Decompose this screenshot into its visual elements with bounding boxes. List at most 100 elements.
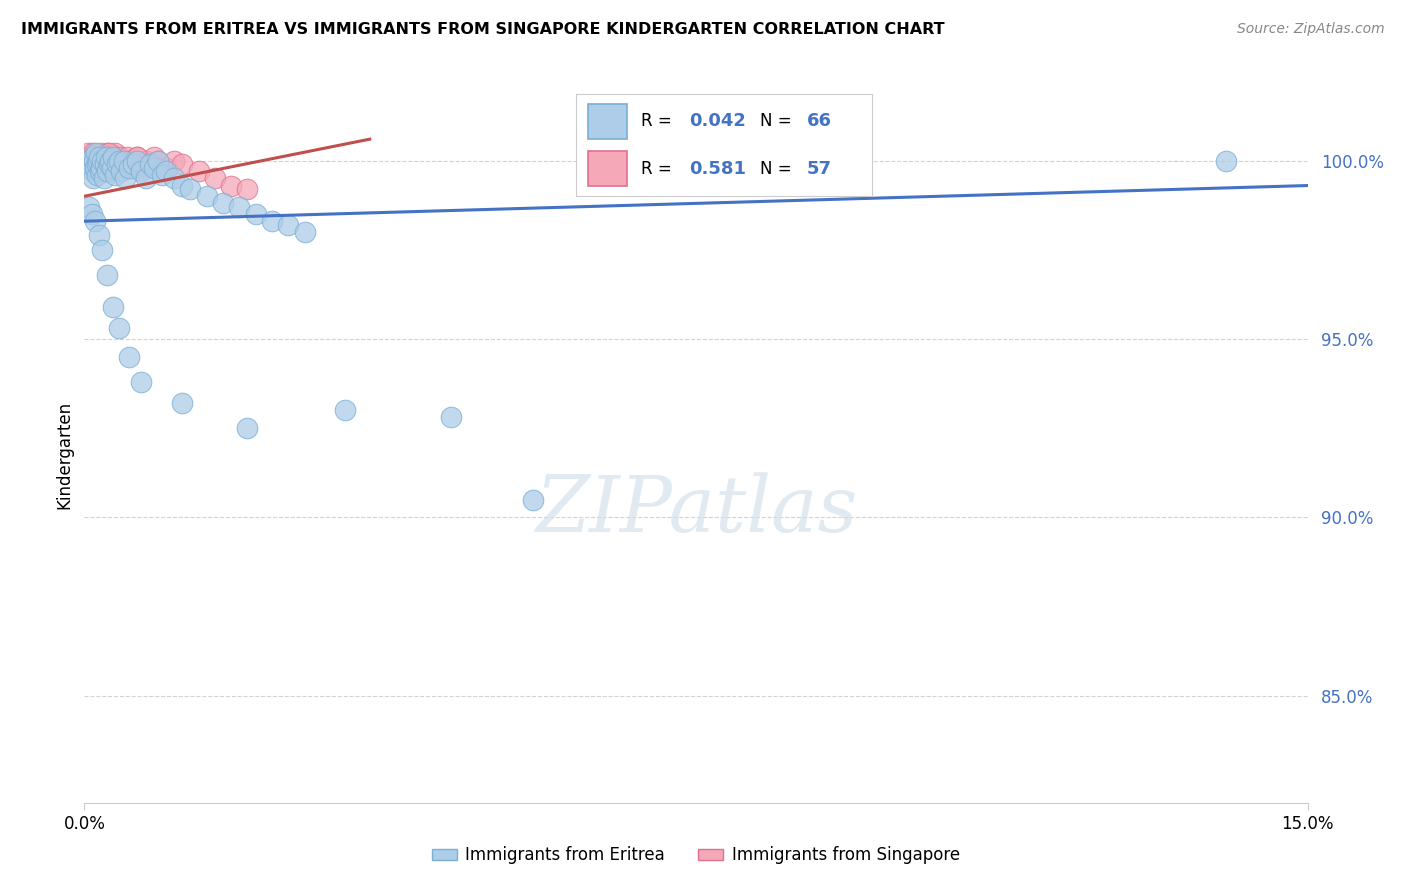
Point xyxy=(79,157,101,171)
Point xyxy=(107,161,129,175)
Point xyxy=(294,225,316,239)
Point xyxy=(163,171,186,186)
Point xyxy=(86,153,108,168)
Point xyxy=(195,189,218,203)
Point xyxy=(172,396,194,410)
Point xyxy=(97,146,120,161)
Point xyxy=(93,157,115,171)
Point xyxy=(82,171,104,186)
Point xyxy=(114,153,136,168)
Text: 0.042: 0.042 xyxy=(689,112,745,130)
Point xyxy=(236,421,259,435)
Point xyxy=(135,153,157,168)
Point xyxy=(187,164,209,178)
Point xyxy=(127,150,149,164)
Text: 57: 57 xyxy=(807,160,832,178)
Point xyxy=(91,150,114,164)
Point xyxy=(101,300,124,314)
Point xyxy=(104,168,127,182)
Point xyxy=(155,161,177,175)
Point xyxy=(1215,153,1237,168)
Point xyxy=(115,150,138,164)
Point xyxy=(131,164,153,178)
Point xyxy=(77,200,100,214)
Point xyxy=(87,153,110,168)
Point xyxy=(135,171,157,186)
Point xyxy=(127,150,149,164)
Point xyxy=(105,153,128,168)
FancyBboxPatch shape xyxy=(588,151,627,186)
Point xyxy=(172,178,194,193)
Y-axis label: Kindergarten: Kindergarten xyxy=(55,401,73,509)
Point xyxy=(277,218,299,232)
Point xyxy=(97,157,120,171)
Point xyxy=(142,161,165,175)
Point xyxy=(82,146,104,161)
Point xyxy=(82,150,104,164)
Point xyxy=(87,228,110,243)
Point xyxy=(77,161,100,175)
Point xyxy=(79,150,101,164)
Point xyxy=(90,146,112,161)
Point xyxy=(86,157,108,171)
Point xyxy=(118,161,141,175)
Point xyxy=(131,161,153,175)
Point xyxy=(93,153,115,168)
Point xyxy=(260,214,283,228)
Point xyxy=(104,146,127,161)
Point xyxy=(87,150,110,164)
Point xyxy=(131,375,153,389)
Point xyxy=(84,150,107,164)
Point xyxy=(96,146,118,161)
Point xyxy=(91,153,114,168)
Point xyxy=(84,214,107,228)
Text: ZIPatlas: ZIPatlas xyxy=(534,473,858,549)
Point xyxy=(91,157,114,171)
Point xyxy=(82,161,104,175)
Point xyxy=(93,171,115,186)
Point xyxy=(96,150,118,164)
Point xyxy=(100,153,122,168)
Point xyxy=(228,200,250,214)
Point xyxy=(138,157,160,171)
Point xyxy=(87,153,110,168)
Point xyxy=(101,150,124,164)
Point xyxy=(110,150,132,164)
Point xyxy=(84,164,107,178)
Text: IMMIGRANTS FROM ERITREA VS IMMIGRANTS FROM SINGAPORE KINDERGARTEN CORRELATION CH: IMMIGRANTS FROM ERITREA VS IMMIGRANTS FR… xyxy=(21,22,945,37)
Point xyxy=(86,157,108,171)
Point xyxy=(83,153,105,168)
Point xyxy=(90,153,112,168)
Point xyxy=(80,207,103,221)
Point xyxy=(114,171,136,186)
Point xyxy=(155,164,177,178)
Point xyxy=(96,268,118,282)
Point xyxy=(80,153,103,168)
Point xyxy=(83,153,105,168)
Point xyxy=(100,157,122,171)
Point xyxy=(101,153,124,168)
Point xyxy=(142,150,165,164)
Point xyxy=(118,350,141,364)
Text: 66: 66 xyxy=(807,112,832,130)
Text: R =: R = xyxy=(641,160,678,178)
Legend: Immigrants from Eritrea, Immigrants from Singapore: Immigrants from Eritrea, Immigrants from… xyxy=(426,839,966,871)
Point xyxy=(91,243,114,257)
Point xyxy=(97,153,120,168)
Text: N =: N = xyxy=(759,112,796,130)
Point xyxy=(82,150,104,164)
Point xyxy=(91,153,114,168)
Point xyxy=(179,182,201,196)
Point xyxy=(84,146,107,161)
Point xyxy=(107,153,129,168)
Point xyxy=(89,161,111,175)
Point xyxy=(107,321,129,335)
Point xyxy=(80,153,103,168)
Point xyxy=(110,164,132,178)
Point xyxy=(86,157,108,171)
Point xyxy=(105,157,128,171)
Point xyxy=(86,168,108,182)
Point xyxy=(90,161,112,175)
Point xyxy=(146,153,169,168)
Point xyxy=(107,157,129,171)
